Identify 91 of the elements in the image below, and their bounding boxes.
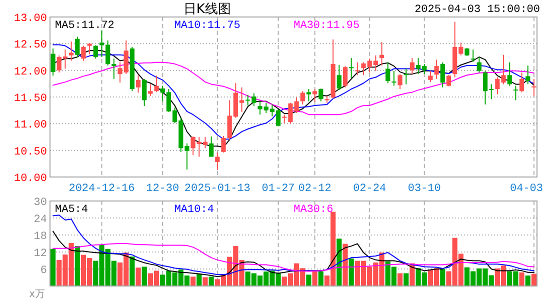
bar bbox=[190, 276, 196, 286]
y-tick-label: 11.00 bbox=[14, 120, 47, 132]
series-label: MA5:4 bbox=[55, 204, 88, 216]
candlestick bbox=[81, 45, 86, 62]
bar bbox=[342, 244, 348, 286]
bar bbox=[196, 274, 202, 286]
candlestick bbox=[312, 88, 318, 102]
candlestick bbox=[93, 44, 98, 60]
candlestick bbox=[336, 64, 342, 91]
candlestick bbox=[410, 58, 415, 75]
y-tick-label: 10.00 bbox=[14, 173, 47, 185]
candlestick bbox=[428, 70, 433, 83]
x-tick-label: 2024-12-16 bbox=[68, 183, 135, 195]
bar bbox=[202, 277, 208, 286]
x-tick-label: 03-10 bbox=[408, 183, 441, 195]
line-series bbox=[52, 214, 534, 276]
x-tick-label: 2025-01-13 bbox=[184, 183, 250, 195]
candlestick bbox=[507, 62, 512, 86]
text: 2025-04-03 15:00:00 bbox=[414, 4, 540, 16]
candlestick bbox=[355, 62, 360, 76]
candlestick bbox=[476, 56, 482, 73]
bar bbox=[130, 256, 135, 286]
bar bbox=[74, 246, 80, 286]
y-tick-label: 18 bbox=[34, 231, 47, 243]
candlestick bbox=[392, 70, 396, 86]
y-tick-label: 6 bbox=[40, 265, 47, 277]
candlestick bbox=[446, 74, 452, 87]
series-label: MA5:11.72 bbox=[55, 20, 114, 32]
bar bbox=[312, 270, 318, 286]
candlestick bbox=[532, 78, 536, 96]
bar bbox=[208, 276, 214, 286]
x-tick-label: 01-27 bbox=[262, 183, 295, 195]
text: MA10:11.75 bbox=[174, 20, 240, 32]
y-tick-label: 13.00 bbox=[14, 13, 47, 25]
x-tick-label: 04-03 bbox=[510, 183, 543, 195]
bar bbox=[50, 248, 56, 286]
candlestick bbox=[209, 136, 214, 158]
candlestick bbox=[221, 135, 226, 153]
candlestick bbox=[349, 58, 354, 79]
text: MA30:11.95 bbox=[294, 20, 360, 32]
candlestick bbox=[318, 88, 324, 102]
candlestick bbox=[87, 42, 92, 55]
candlestick bbox=[404, 68, 408, 85]
candlestick bbox=[112, 58, 116, 80]
candlestick bbox=[440, 62, 445, 88]
y-tick-label: 30 bbox=[34, 197, 47, 209]
y-tick-label: 12.50 bbox=[14, 40, 47, 52]
bar bbox=[318, 271, 324, 286]
bar bbox=[306, 274, 312, 286]
candlestick bbox=[300, 90, 305, 105]
bar bbox=[525, 276, 530, 286]
candlestick bbox=[136, 74, 141, 94]
text: MA30:6 bbox=[294, 204, 334, 216]
candlestick bbox=[154, 75, 159, 93]
y-tick-label: 12.00 bbox=[14, 66, 47, 78]
bar bbox=[440, 269, 446, 286]
candlestick bbox=[75, 36, 80, 58]
bar bbox=[519, 272, 524, 286]
candlestick bbox=[513, 85, 518, 101]
candlestick bbox=[342, 66, 348, 88]
candlestick bbox=[434, 59, 439, 80]
bar bbox=[531, 274, 537, 286]
candlestick bbox=[526, 65, 530, 85]
y-tick-label: 24 bbox=[34, 214, 48, 226]
x-tick-label: 12-30 bbox=[146, 183, 180, 195]
x-tick-label: 02-12 bbox=[298, 183, 332, 195]
y-tick-label: 10.50 bbox=[14, 146, 47, 158]
candlestick bbox=[215, 152, 220, 171]
x-tick-label: 02-24 bbox=[353, 183, 386, 195]
candlestick bbox=[379, 42, 384, 66]
candlestick bbox=[519, 72, 524, 93]
y-tick-label: 12 bbox=[34, 248, 47, 260]
y-tick-label: 11.50 bbox=[14, 93, 47, 105]
bar bbox=[136, 268, 141, 286]
line-series bbox=[52, 230, 534, 278]
candlestick bbox=[470, 49, 476, 62]
y-axis-title: x万 bbox=[29, 289, 45, 300]
candlestick bbox=[142, 78, 147, 107]
bar bbox=[397, 273, 403, 286]
chart-title: 日K线图 bbox=[183, 2, 231, 17]
candlestick bbox=[68, 41, 74, 62]
line-series bbox=[52, 243, 534, 272]
candlestick bbox=[386, 62, 390, 84]
text: MA10:4 bbox=[174, 204, 214, 216]
bar bbox=[348, 258, 354, 286]
bar bbox=[142, 266, 147, 286]
candlestick bbox=[148, 84, 153, 96]
candlestick bbox=[306, 88, 312, 102]
bar bbox=[404, 273, 409, 286]
candlestick bbox=[50, 48, 56, 76]
candlestick bbox=[398, 74, 402, 90]
